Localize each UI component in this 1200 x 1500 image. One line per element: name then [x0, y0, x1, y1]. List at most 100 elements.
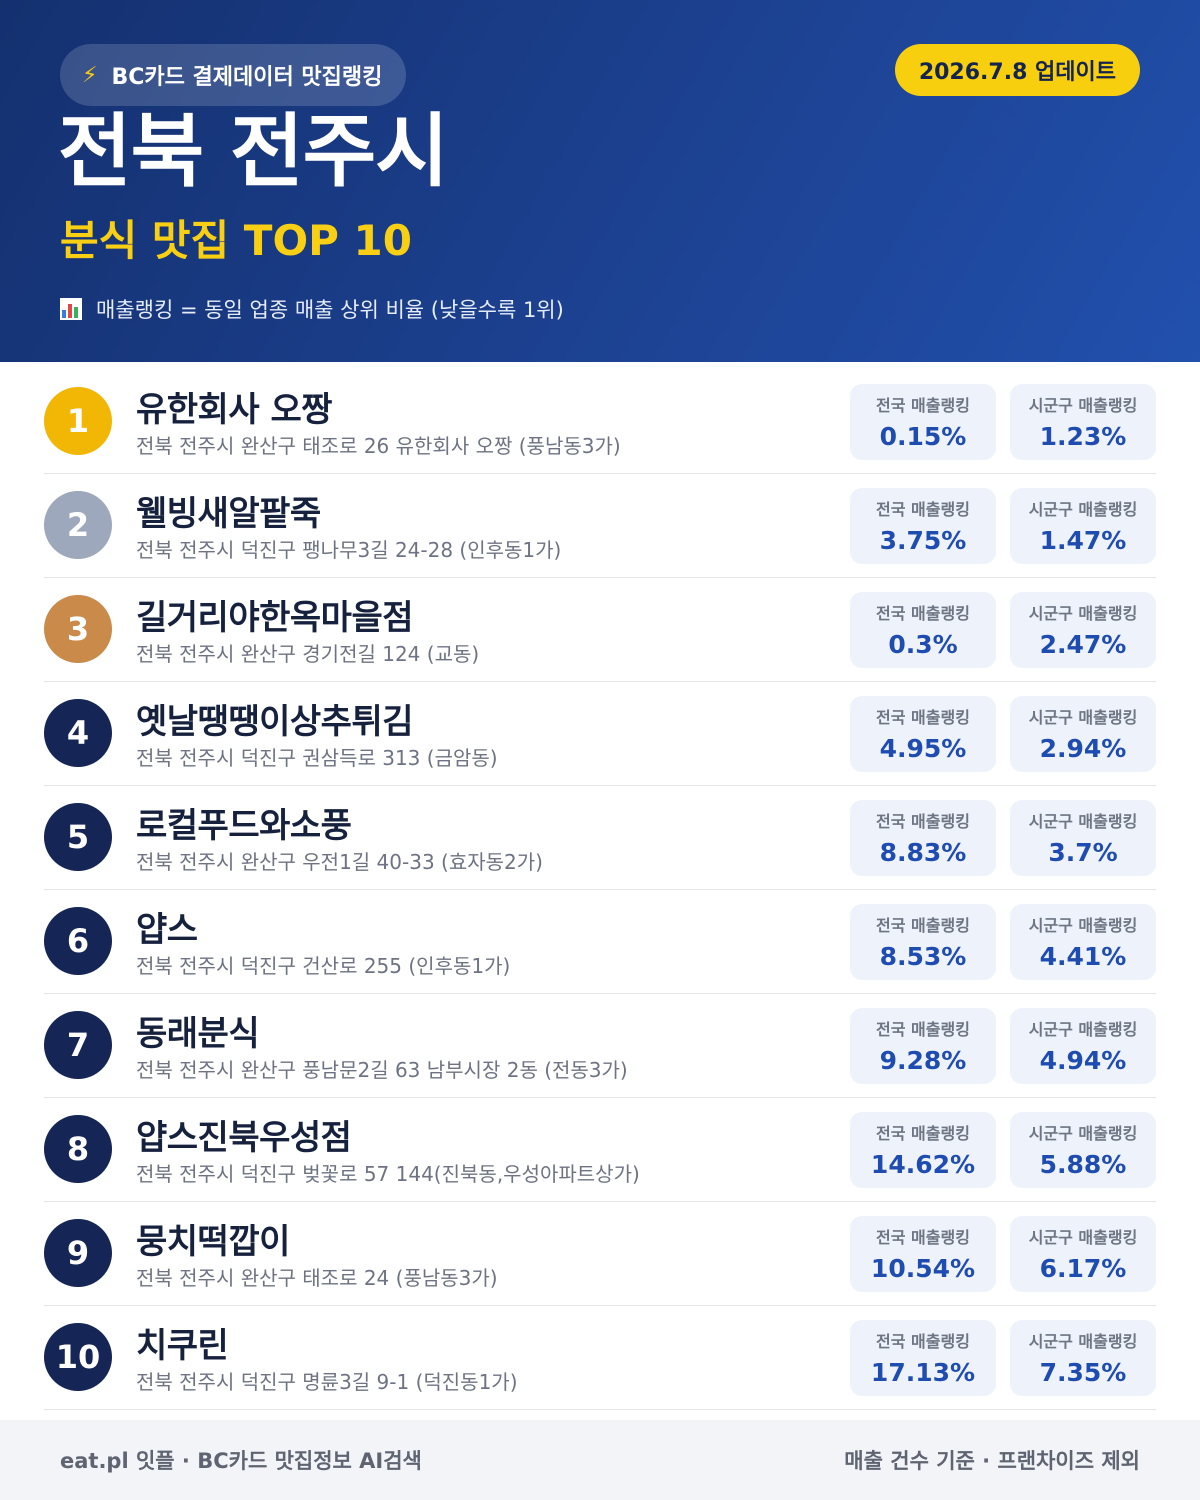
national-ranking-value: 8.83%	[879, 838, 967, 867]
local-ranking-value: 3.7%	[1048, 838, 1118, 867]
restaurant-name[interactable]: 뭉치떡깝이	[136, 1222, 290, 1262]
local-ranking-value: 2.47%	[1039, 630, 1127, 659]
national-ranking-label: 전국 매출랭킹	[876, 604, 970, 623]
restaurant-name[interactable]: 얍스진북우성점	[136, 1118, 352, 1158]
local-ranking-label: 시군구 매출랭킹	[1028, 396, 1138, 415]
restaurant-row[interactable]: 4 옛날땡땡이상추튀김 전북 전주시 덕진구 권삼득로 313 (금암동) 전국…	[44, 682, 1156, 786]
local-ranking-value: 2.94%	[1039, 734, 1127, 763]
restaurant-name[interactable]: 동래분식	[136, 1014, 260, 1054]
rank-badge: 7	[44, 1011, 112, 1079]
local-ranking-card: 시군구 매출랭킹 3.7%	[1010, 800, 1156, 876]
restaurant-row[interactable]: 9 뭉치떡깝이 전북 전주시 완산구 태조로 24 (풍남동3가) 전국 매출랭…	[44, 1202, 1156, 1306]
restaurant-address: 전북 전주시 완산구 풍남문2길 63 남부시장 2동 (전동3가)	[136, 1058, 628, 1082]
restaurant-name[interactable]: 웰빙새알팥죽	[136, 494, 321, 534]
local-ranking-label: 시군구 매출랭킹	[1028, 1228, 1138, 1247]
ranking-note: 매출랭킹 = 동일 업종 매출 상위 비율 (낮을수록 1위)	[60, 294, 564, 324]
local-ranking-value: 1.23%	[1039, 422, 1127, 451]
national-ranking-value: 8.53%	[879, 942, 967, 971]
local-ranking-label: 시군구 매출랭킹	[1028, 812, 1138, 831]
rank-badge: 5	[44, 803, 112, 871]
national-ranking-label: 전국 매출랭킹	[876, 500, 970, 519]
restaurant-name[interactable]: 얍스	[136, 910, 198, 950]
rank-badge: 6	[44, 907, 112, 975]
national-ranking-value: 0.15%	[879, 422, 967, 451]
local-ranking-label: 시군구 매출랭킹	[1028, 1332, 1138, 1351]
local-ranking-card: 시군구 매출랭킹 7.35%	[1010, 1320, 1156, 1396]
national-ranking-value: 17.13%	[870, 1358, 976, 1387]
category-title: 분식 맛집 TOP 10	[60, 216, 413, 265]
national-ranking-value: 9.28%	[879, 1046, 967, 1075]
restaurant-name[interactable]: 유한회사 오짱	[136, 390, 333, 430]
restaurant-name[interactable]: 길거리야한옥마을점	[136, 598, 414, 638]
restaurant-name[interactable]: 로컬푸드와소풍	[136, 806, 352, 846]
local-ranking-label: 시군구 매출랭킹	[1028, 604, 1138, 623]
national-ranking-card: 전국 매출랭킹 8.53%	[850, 904, 996, 980]
rank-badge: 1	[44, 387, 112, 455]
local-ranking-label: 시군구 매출랭킹	[1028, 1124, 1138, 1143]
restaurant-address: 전북 전주시 덕진구 팽나무3길 24-28 (인후동1가)	[136, 538, 562, 562]
restaurant-row[interactable]: 6 얍스 전북 전주시 덕진구 건산로 255 (인후동1가) 전국 매출랭킹 …	[44, 890, 1156, 994]
national-ranking-value: 3.75%	[879, 526, 967, 555]
local-ranking-value: 6.17%	[1039, 1254, 1127, 1283]
national-ranking-value: 10.54%	[870, 1254, 976, 1283]
national-ranking-label: 전국 매출랭킹	[876, 1020, 970, 1039]
national-ranking-label: 전국 매출랭킹	[876, 708, 970, 727]
national-ranking-card: 전국 매출랭킹 8.83%	[850, 800, 996, 876]
rank-badge: 3	[44, 595, 112, 663]
restaurant-name[interactable]: 치쿠린	[136, 1326, 229, 1366]
national-ranking-label: 전국 매출랭킹	[876, 1228, 970, 1247]
local-ranking-value: 4.94%	[1039, 1046, 1127, 1075]
restaurant-address: 전북 전주시 완산구 우전1길 40-33 (효자동2가)	[136, 850, 543, 874]
restaurant-row[interactable]: 10 치쿠린 전북 전주시 덕진구 명륜3길 9-1 (덕진동1가) 전국 매출…	[44, 1306, 1156, 1410]
region-title: 전북 전주시	[58, 105, 449, 198]
local-ranking-label: 시군구 매출랭킹	[1028, 708, 1138, 727]
lightning-bolt-icon: ⚡	[82, 62, 98, 88]
rank-badge: 2	[44, 491, 112, 559]
source-label: BC카드 결제데이터 맛집랭킹	[111, 65, 383, 90]
source-badge: ⚡ BC카드 결제데이터 맛집랭킹	[60, 44, 407, 106]
restaurant-row[interactable]: 2 웰빙새알팥죽 전북 전주시 덕진구 팽나무3길 24-28 (인후동1가) …	[44, 474, 1156, 578]
national-ranking-card: 전국 매출랭킹 4.95%	[850, 696, 996, 772]
restaurant-address: 전북 전주시 완산구 태조로 26 유한회사 오짱 (풍남동3가)	[136, 434, 621, 458]
national-ranking-label: 전국 매출랭킹	[876, 916, 970, 935]
update-date-badge: 2026.7.8 업데이트	[894, 44, 1140, 96]
restaurant-row[interactable]: 8 얍스진북우성점 전북 전주시 덕진구 벚꽃로 57 144(진북동,우성아파…	[44, 1098, 1156, 1202]
ranking-note-text: 매출랭킹 = 동일 업종 매출 상위 비율 (낮을수록 1위)	[96, 298, 564, 322]
national-ranking-value: 0.3%	[888, 630, 958, 659]
rank-badge: 8	[44, 1115, 112, 1183]
local-ranking-value: 1.47%	[1039, 526, 1127, 555]
national-ranking-card: 전국 매출랭킹 0.3%	[850, 592, 996, 668]
footer: eat.pl 잇플 · BC카드 맛집정보 AI검색 매출 건수 기준 · 프랜…	[0, 1420, 1200, 1500]
national-ranking-label: 전국 매출랭킹	[876, 812, 970, 831]
local-ranking-card: 시군구 매출랭킹 4.41%	[1010, 904, 1156, 980]
footer-criteria: 매출 건수 기준 · 프랜차이즈 제외	[844, 1449, 1140, 1473]
local-ranking-card: 시군구 매출랭킹 4.94%	[1010, 1008, 1156, 1084]
national-ranking-label: 전국 매출랭킹	[876, 1124, 970, 1143]
national-ranking-card: 전국 매출랭킹 0.15%	[850, 384, 996, 460]
footer-source: eat.pl 잇플 · BC카드 맛집정보 AI검색	[60, 1449, 422, 1473]
restaurant-address: 전북 전주시 덕진구 벚꽃로 57 144(진북동,우성아파트상가)	[136, 1162, 640, 1186]
national-ranking-card: 전국 매출랭킹 10.54%	[850, 1216, 996, 1292]
restaurant-row[interactable]: 5 로컬푸드와소풍 전북 전주시 완산구 우전1길 40-33 (효자동2가) …	[44, 786, 1156, 890]
national-ranking-value: 14.62%	[870, 1150, 976, 1179]
local-ranking-value: 7.35%	[1039, 1358, 1127, 1387]
restaurant-address: 전북 전주시 덕진구 명륜3길 9-1 (덕진동1가)	[136, 1370, 518, 1394]
local-ranking-card: 시군구 매출랭킹 2.94%	[1010, 696, 1156, 772]
local-ranking-value: 5.88%	[1039, 1150, 1127, 1179]
local-ranking-label: 시군구 매출랭킹	[1028, 1020, 1138, 1039]
restaurant-row[interactable]: 7 동래분식 전북 전주시 완산구 풍남문2길 63 남부시장 2동 (전동3가…	[44, 994, 1156, 1098]
rank-badge: 10	[44, 1323, 112, 1391]
rank-badge: 9	[44, 1219, 112, 1287]
national-ranking-card: 전국 매출랭킹 14.62%	[850, 1112, 996, 1188]
restaurant-row[interactable]: 1 유한회사 오짱 전북 전주시 완산구 태조로 26 유한회사 오짱 (풍남동…	[44, 370, 1156, 474]
local-ranking-value: 4.41%	[1039, 942, 1127, 971]
national-ranking-card: 전국 매출랭킹 17.13%	[850, 1320, 996, 1396]
local-ranking-label: 시군구 매출랭킹	[1028, 500, 1138, 519]
local-ranking-card: 시군구 매출랭킹 5.88%	[1010, 1112, 1156, 1188]
national-ranking-label: 전국 매출랭킹	[876, 396, 970, 415]
restaurant-address: 전북 전주시 덕진구 권삼득로 313 (금암동)	[136, 746, 498, 770]
bar-chart-icon	[60, 298, 82, 320]
restaurant-name[interactable]: 옛날땡땡이상추튀김	[136, 702, 414, 742]
rank-badge: 4	[44, 699, 112, 767]
restaurant-row[interactable]: 3 길거리야한옥마을점 전북 전주시 완산구 경기전길 124 (교동) 전국 …	[44, 578, 1156, 682]
